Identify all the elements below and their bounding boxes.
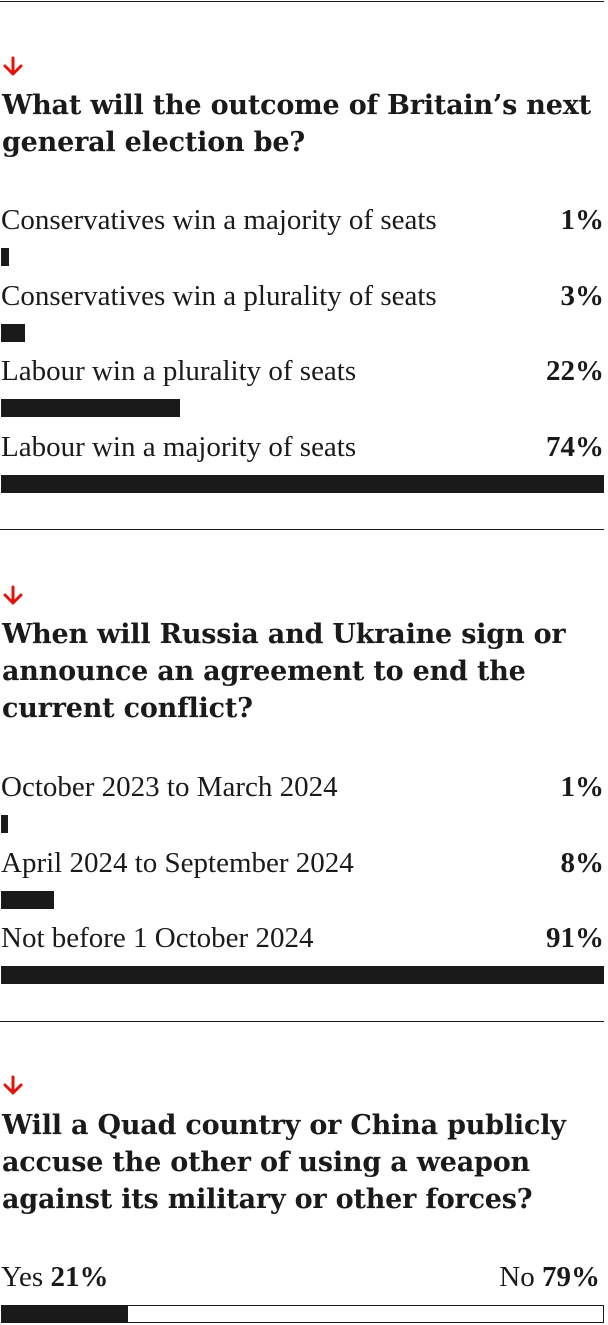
arrow-down-icon xyxy=(3,585,23,605)
bar xyxy=(1,474,604,493)
no-value-label: 79% xyxy=(542,1261,600,1293)
chart-title: What will the outcome of Britain’s next … xyxy=(2,90,591,158)
bar xyxy=(1,248,9,266)
value-label: 22% xyxy=(546,355,604,387)
bar xyxy=(1,966,604,984)
yes-value-label: 21% xyxy=(50,1261,109,1293)
bar xyxy=(1,815,8,833)
bar-row: Conservatives win a plurality of seats 3% xyxy=(0,278,604,314)
value-label: 1% xyxy=(560,771,605,803)
yes-bar-segment xyxy=(2,1306,128,1322)
bar xyxy=(1,890,54,909)
category-label: Conservatives win a majority of seats xyxy=(1,204,437,236)
category-label: Not before 1 October 2024 xyxy=(1,922,314,954)
section-divider xyxy=(0,1021,604,1022)
split-row: Yes 21% No 79% xyxy=(0,1259,604,1295)
chart-title: Will a Quad country or China publicly ac… xyxy=(2,1110,566,1215)
value-label: 1% xyxy=(560,204,605,236)
value-label: 74% xyxy=(546,430,604,463)
bar-row: Not before 1 October 2024 91% xyxy=(0,920,604,956)
category-label: Labour win a majority of seats xyxy=(1,430,357,463)
chart-title: When will Russia and Ukraine sign or ann… xyxy=(2,619,566,724)
bar-row: Labour win a plurality of seats 22% xyxy=(0,353,604,389)
value-label: 8% xyxy=(560,846,605,879)
bar xyxy=(1,399,180,417)
bar xyxy=(1,323,25,342)
category-label: October 2023 to March 2024 xyxy=(1,771,338,803)
arrow-down-icon xyxy=(3,1075,23,1095)
no-category: No xyxy=(499,1261,535,1293)
arrow-down-icon xyxy=(3,56,23,76)
category-label: Conservatives win a plurality of seats xyxy=(1,279,437,312)
category-label: Labour win a plurality of seats xyxy=(1,355,357,387)
bar-row: October 2023 to March 2024 1% xyxy=(0,769,604,805)
section-divider xyxy=(0,529,604,530)
no-label: No 79% xyxy=(499,1259,600,1295)
bar-row: April 2024 to September 2024 8% xyxy=(0,845,604,881)
category-label: April 2024 to September 2024 xyxy=(1,846,354,879)
bar-row: Conservatives win a majority of seats 1% xyxy=(0,202,604,238)
yes-category: Yes xyxy=(1,1261,44,1293)
value-label: 91% xyxy=(546,922,604,954)
top-divider xyxy=(0,1,604,2)
stacked-bar xyxy=(1,1305,604,1323)
bar-row: Labour win a majority of seats 74% xyxy=(0,429,604,465)
value-label: 3% xyxy=(560,279,605,312)
yes-label: Yes 21% xyxy=(1,1259,108,1295)
